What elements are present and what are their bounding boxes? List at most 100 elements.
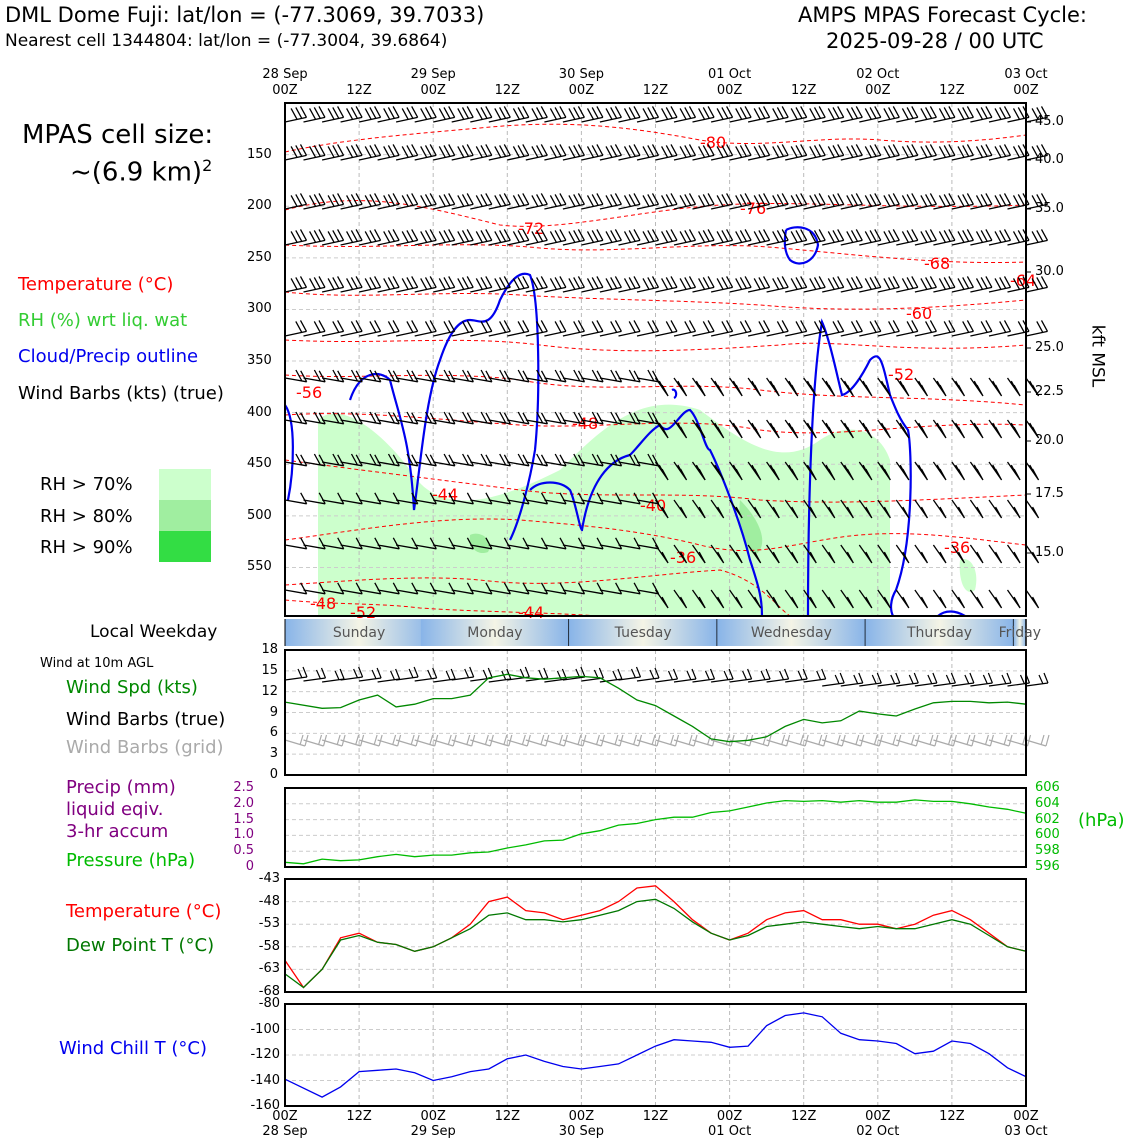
wind-barb <box>784 377 799 397</box>
wind-barb <box>599 582 623 595</box>
wind-barb <box>303 537 326 550</box>
wind-barb <box>877 419 891 439</box>
wind-barb <box>822 229 845 246</box>
wind-barb <box>877 377 891 397</box>
weekday-day-1: Monday <box>467 625 522 641</box>
wind-barb <box>395 106 419 123</box>
wind-barb <box>840 419 854 439</box>
temp-series-1 <box>284 898 1027 989</box>
wind-barb <box>377 369 400 383</box>
wind-barb <box>859 144 882 161</box>
legend-swatch-rh80 <box>159 500 211 531</box>
page-title: DML Dome Fuji: lat/lon = (-77.3069, 39.7… <box>5 3 485 27</box>
temp-contour-8 <box>284 518 1027 551</box>
wind-barb <box>803 106 826 123</box>
wind-barb <box>747 461 762 481</box>
wind-barb <box>358 492 382 505</box>
wind-barb <box>896 193 919 210</box>
weekday-cell-3 <box>717 619 866 646</box>
cloud-outline-3 <box>806 318 912 617</box>
weekday-cell-0 <box>285 619 434 646</box>
top-date-label-2: 29 Sep <box>410 67 456 82</box>
wind-barb <box>507 276 530 293</box>
weekday-day-5: Friday <box>999 625 1041 641</box>
wind-barb <box>414 106 437 123</box>
wind-barb <box>692 193 715 210</box>
wind-barb <box>618 229 641 246</box>
wind-barb <box>710 589 725 609</box>
temp-contour-label-15: -44 <box>518 603 544 622</box>
wind-barb <box>821 544 836 564</box>
wind-barb <box>710 193 734 210</box>
wind-barb <box>970 229 993 246</box>
wind-barb <box>525 492 549 505</box>
windchill-frame <box>284 1003 1027 1107</box>
weekday-cell-1 <box>420 619 570 646</box>
wind-barb <box>377 144 400 161</box>
wind-barb <box>710 320 734 337</box>
wind-barb <box>358 229 382 246</box>
bottom-date-label-2: 29 Sep <box>410 1124 456 1139</box>
temp-contour-label-12: -36 <box>944 538 970 557</box>
wind-barb <box>988 193 1012 210</box>
wind-barb <box>747 276 771 293</box>
wind-barb <box>988 461 1003 481</box>
wind-barb <box>525 537 549 550</box>
wind-barb <box>691 377 706 397</box>
weekday-cell-2 <box>569 619 718 646</box>
wind-barb <box>562 369 586 383</box>
windbarb-true <box>322 668 345 683</box>
windchill-ytick-0: -80 <box>258 996 280 1011</box>
wind-barb <box>673 193 697 210</box>
wind-barb <box>581 320 604 337</box>
wind-barb <box>858 499 873 519</box>
wind-barb <box>395 582 419 595</box>
temp-frame <box>284 878 1027 993</box>
wind-barb <box>914 499 929 519</box>
wind-barb <box>470 106 493 123</box>
wind-barb <box>766 276 789 293</box>
precip-ytick-5: 2.5 <box>233 780 254 795</box>
wind-barb <box>877 106 900 123</box>
wind-barb <box>692 276 715 293</box>
wind-barb <box>451 411 474 425</box>
wind-barb <box>303 320 326 337</box>
wind-barb <box>654 461 669 481</box>
main-ytick-left-7: 500 <box>247 507 272 523</box>
wind-barb <box>544 369 567 383</box>
temp-contour-label-10: -40 <box>640 496 666 515</box>
windbarb-true <box>711 668 734 683</box>
wind-barb <box>470 582 493 595</box>
temp-contour-label-9: -44 <box>432 485 458 504</box>
bottom-date-label-10: 03 Oct <box>1004 1124 1048 1139</box>
windspd-label: Wind Spd (kts) <box>66 677 198 698</box>
wind-barb <box>692 229 715 246</box>
bottom-hour-label-8: 00Z <box>865 1109 891 1124</box>
precip-ytick-1: 0.5 <box>233 843 254 859</box>
top-date-label-6: 01 Oct <box>708 67 752 82</box>
weekday-day-4: Thursday <box>906 625 972 641</box>
windbarb-true <box>748 668 771 683</box>
wind-barb <box>729 499 743 519</box>
wind-barb <box>951 377 966 397</box>
wind-barb <box>340 537 363 550</box>
wind-barb <box>488 453 511 467</box>
barbs-true-label: Wind Barbs (true) <box>66 709 226 730</box>
top-hour-label-5: 12Z <box>642 83 669 98</box>
wind-barb <box>655 193 678 210</box>
wind-barb <box>507 492 530 505</box>
bottom-hour-label-10: 00Z <box>1013 1109 1039 1124</box>
wind-barb <box>1025 419 1040 439</box>
wind-barb <box>599 492 623 505</box>
wind-barb <box>395 492 419 505</box>
windspd-frame <box>284 649 1027 776</box>
temp-contour-label-8: -48 <box>572 414 598 433</box>
wind-barb <box>433 193 456 210</box>
wind-barb <box>358 320 382 337</box>
wind-barb <box>896 144 919 161</box>
windbarb-true <box>525 667 549 682</box>
wind-barb <box>377 193 400 210</box>
cell-size-value: ~(6.9 km)2 <box>70 156 212 188</box>
wind-barb <box>692 320 715 337</box>
main-ytick-left-5: 400 <box>247 404 272 420</box>
